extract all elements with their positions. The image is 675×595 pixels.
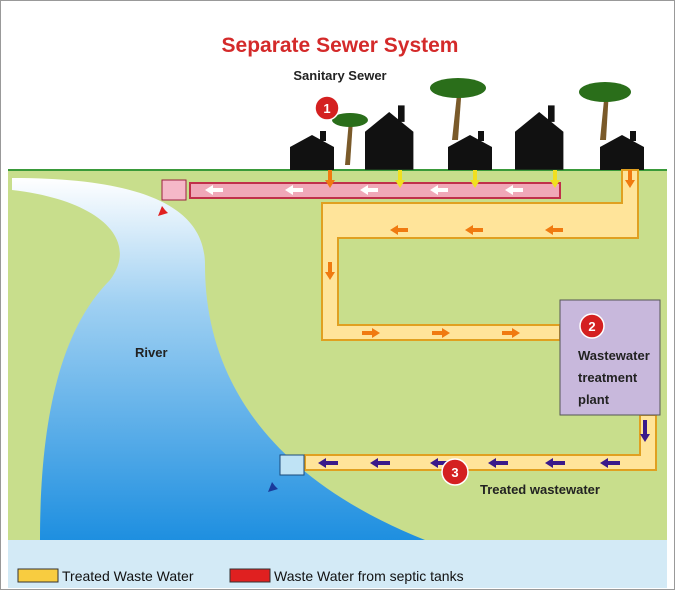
- plant-label: treatment: [578, 370, 638, 385]
- marker-label: 1: [323, 101, 330, 116]
- palms: [332, 78, 631, 165]
- purple-arrows: [318, 420, 650, 468]
- subtitle: Sanitary Sewer: [293, 68, 386, 83]
- legend-label: Treated Waste Water: [62, 568, 194, 584]
- river-label: River: [135, 345, 168, 360]
- yellow-arrows: [395, 170, 560, 188]
- markers: 1 2 3: [314, 95, 605, 486]
- outfall-2: [279, 454, 305, 476]
- river: [12, 178, 425, 540]
- marker-label: 2: [588, 319, 595, 334]
- outflow-arrow: [158, 202, 175, 216]
- treatment-plant: [559, 299, 661, 416]
- outflow-arrow: [268, 478, 285, 492]
- orange-arrows: [325, 170, 635, 338]
- legend-swatch: [17, 568, 59, 583]
- marker-label: 3: [451, 465, 458, 480]
- legend-label: Waste Water from septic tanks: [274, 568, 464, 584]
- outfall-1: [161, 179, 187, 201]
- treated-label: Treated wastewater: [480, 482, 600, 497]
- title: Separate Sewer System: [222, 34, 459, 57]
- white-arrows: [205, 185, 523, 195]
- plant-label: plant: [578, 392, 610, 407]
- plant-label: Wastewater: [578, 348, 650, 363]
- legend-swatch: [229, 568, 271, 583]
- legend: [8, 540, 667, 588]
